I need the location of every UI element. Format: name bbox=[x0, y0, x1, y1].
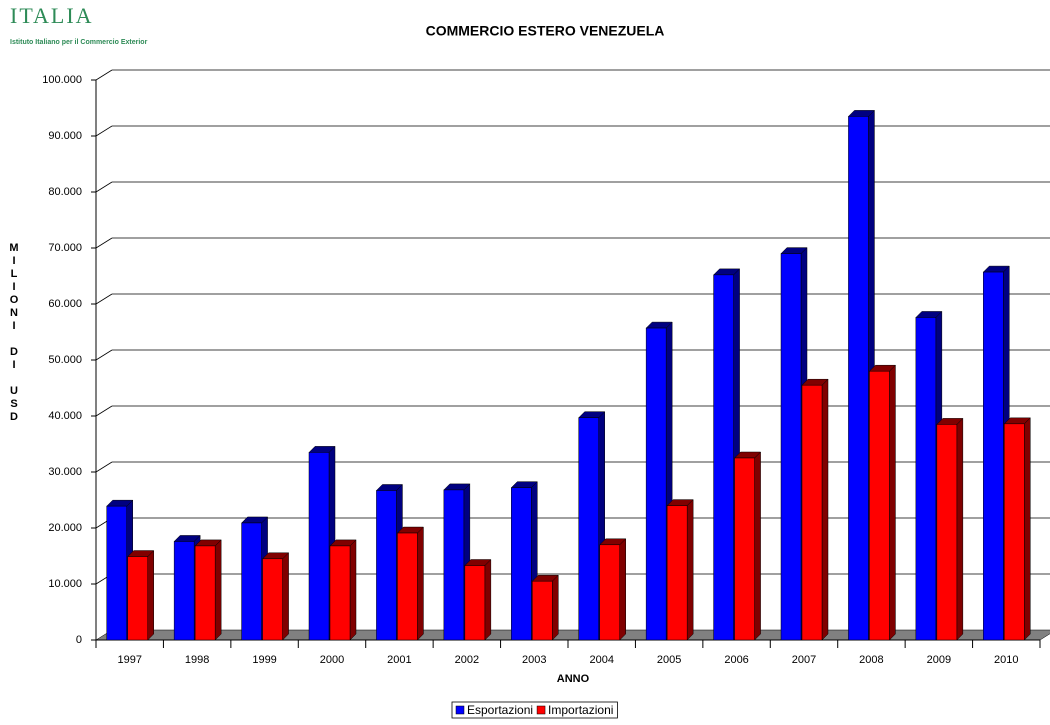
x-axis-label: ANNO bbox=[557, 673, 590, 685]
bar-side bbox=[956, 417, 964, 641]
grid-line bbox=[95, 405, 113, 417]
bar bbox=[936, 424, 958, 641]
bar bbox=[173, 541, 195, 641]
bar bbox=[645, 327, 667, 641]
bar bbox=[397, 532, 418, 641]
bar-side bbox=[1024, 417, 1031, 641]
x-tick-label: 2004 bbox=[589, 654, 613, 666]
bar bbox=[713, 274, 734, 641]
y-tick-label: 50.000 bbox=[48, 354, 82, 366]
bar bbox=[329, 545, 351, 641]
bar-side bbox=[147, 549, 154, 641]
bar bbox=[194, 545, 216, 641]
bar bbox=[464, 565, 486, 641]
y-tick-label: 70.000 bbox=[48, 242, 82, 254]
bar-side bbox=[889, 364, 896, 641]
bar-side bbox=[417, 526, 424, 641]
y-tick-label: 60.000 bbox=[48, 298, 82, 310]
bar bbox=[780, 253, 802, 641]
legend-label: Importazioni bbox=[548, 703, 613, 717]
x-tick-label: 2001 bbox=[387, 654, 411, 666]
bar bbox=[376, 490, 397, 641]
y-tick-label: 100.000 bbox=[42, 74, 82, 86]
bar bbox=[1004, 423, 1025, 641]
x-tick-label: 2007 bbox=[792, 654, 816, 666]
y-tick-label: 90.000 bbox=[48, 130, 82, 142]
y-axis-label: MILIONI DI USD bbox=[8, 242, 20, 424]
x-tick-label: 2005 bbox=[657, 654, 681, 666]
bar-side bbox=[484, 558, 492, 641]
x-tick-label: 2010 bbox=[994, 654, 1018, 666]
legend-swatch bbox=[455, 705, 465, 715]
x-tick-label: 2009 bbox=[927, 654, 951, 666]
chart-title: COMMERCIO ESTERO VENEZUELA bbox=[426, 23, 665, 39]
x-tick-label: 2000 bbox=[320, 654, 344, 666]
bar-side bbox=[214, 539, 222, 641]
bar bbox=[915, 317, 937, 641]
x-tick-label: 1997 bbox=[117, 654, 141, 666]
x-tick-label: 1998 bbox=[185, 654, 209, 666]
bar bbox=[869, 370, 890, 641]
legend-label: Esportazioni bbox=[467, 703, 533, 717]
x-tick-label: 2006 bbox=[724, 654, 748, 666]
bar bbox=[532, 580, 553, 641]
bar-side bbox=[821, 378, 829, 641]
bar bbox=[262, 558, 283, 641]
logo-text: ITALIA bbox=[10, 3, 94, 28]
bar bbox=[443, 489, 465, 641]
grid-line bbox=[95, 349, 113, 361]
y-tick-label: 10.000 bbox=[48, 578, 82, 590]
bar-side bbox=[552, 574, 559, 641]
bar bbox=[241, 522, 262, 641]
grid-line bbox=[95, 293, 113, 305]
grid-line bbox=[95, 69, 113, 81]
bar bbox=[106, 505, 127, 641]
bar-side bbox=[282, 552, 289, 641]
bar-side bbox=[619, 538, 626, 641]
legend-box bbox=[451, 701, 618, 719]
bar bbox=[578, 417, 599, 641]
x-tick-label: 2003 bbox=[522, 654, 546, 666]
bar-side bbox=[754, 451, 761, 641]
bar bbox=[734, 457, 755, 641]
y-tick-label: 20.000 bbox=[48, 522, 82, 534]
y-tick-label: 40.000 bbox=[48, 410, 82, 422]
bar bbox=[801, 384, 823, 641]
grid-line bbox=[95, 237, 113, 249]
x-tick-label: 2008 bbox=[859, 654, 883, 666]
x-tick-label: 2002 bbox=[455, 654, 479, 666]
grid-line bbox=[95, 125, 113, 137]
grid-line bbox=[95, 461, 113, 473]
bar bbox=[308, 452, 330, 641]
bar bbox=[127, 556, 148, 641]
floor bbox=[95, 629, 1050, 641]
bar bbox=[599, 544, 620, 641]
grid-line bbox=[95, 181, 113, 193]
bar bbox=[666, 505, 688, 641]
y-tick-label: 30.000 bbox=[48, 466, 82, 478]
logo-subtitle: Istituto Italiano per il Commercio Exter… bbox=[10, 39, 148, 46]
bar bbox=[848, 116, 869, 641]
bar bbox=[511, 487, 532, 641]
y-tick-label: 80.000 bbox=[48, 186, 82, 198]
bar-side bbox=[349, 539, 357, 641]
y-tick-label: 0 bbox=[76, 634, 82, 646]
x-tick-label: 1999 bbox=[252, 654, 276, 666]
bar bbox=[983, 271, 1004, 641]
bar-side bbox=[686, 498, 694, 641]
legend-swatch bbox=[536, 705, 546, 715]
